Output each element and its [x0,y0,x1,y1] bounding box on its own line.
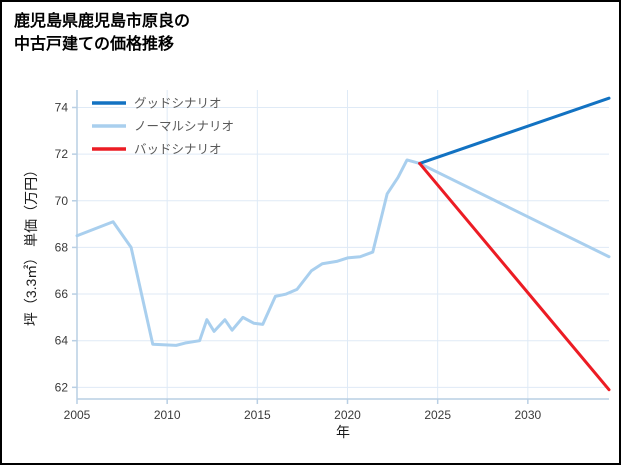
chart-title-line1: 鹿児島県鹿児島市原良の [14,13,191,30]
y-tick-label: 70 [55,194,69,208]
x-axis-label: 年 [336,424,350,440]
y-tick-label: 74 [55,100,69,114]
x-tick-label: 2005 [64,408,91,422]
series-line-normal [75,158,611,347]
series-line-bad [418,161,611,392]
x-tick-label: 2010 [154,408,181,422]
legend-label-good: グッドシナリオ [134,97,222,111]
y-tick-label: 62 [55,380,69,394]
legend-label-normal: ノーマルシナリオ [134,120,234,134]
y-tick-label: 68 [55,240,69,254]
chart-title: 鹿児島県鹿児島市原良の 中古戸建ての価格推移 [14,10,190,56]
x-tick-label: 2015 [244,408,271,422]
x-tick-label: 2020 [334,408,361,422]
chart-title-line2: 中古戸建ての価格推移 [14,36,175,54]
x-tick-label: 2030 [514,408,541,422]
x-tick-label: 2025 [424,408,451,422]
y-tick-label: 66 [55,287,69,301]
series-line-good [418,96,611,165]
y-tick-label: 64 [55,334,69,348]
y-tick-label: 72 [55,147,69,161]
legend-label-bad: バッドシナリオ [134,143,222,157]
y-axis-label: 坪（3.3㎡） 単価（万円） [23,163,39,326]
